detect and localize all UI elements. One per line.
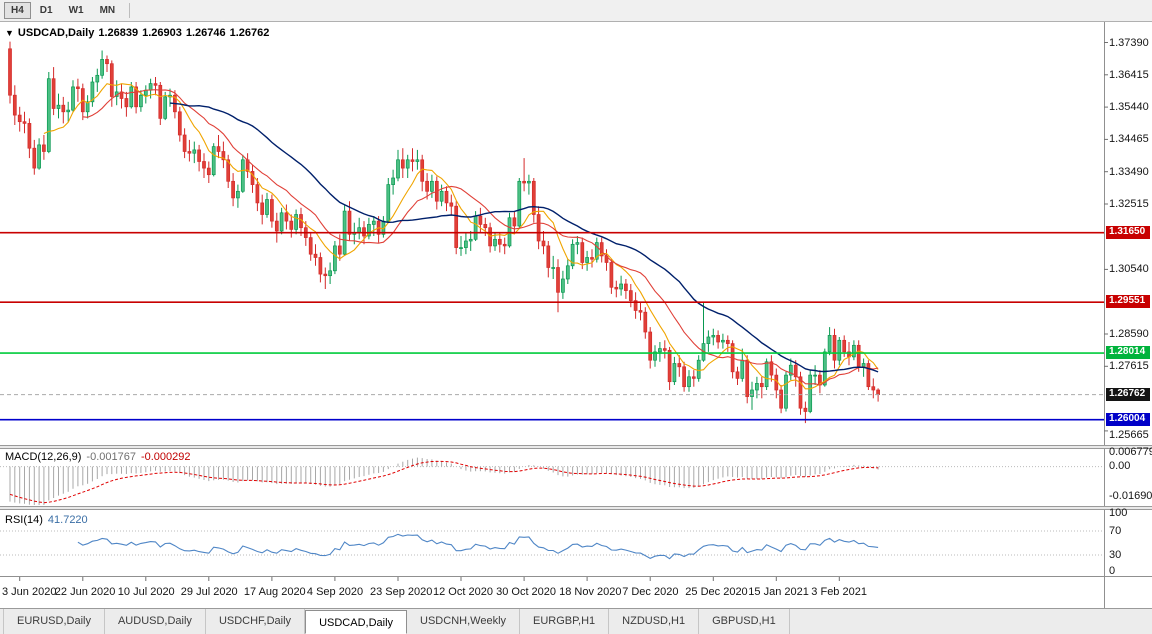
tab-eurusd-daily[interactable]: EURUSD,Daily <box>3 609 105 634</box>
tab-nzdusd-h1[interactable]: NZDUSD,H1 <box>609 609 700 634</box>
macd-value-main: -0.001767 <box>86 451 136 463</box>
price-tick-label: 1.25665 <box>1109 428 1149 441</box>
symbol-tabbar: EURUSD,Daily AUDUSD,Daily USDCHF,Daily USDC… <box>0 608 1152 634</box>
price-line-badge[interactable]: 1.28014 <box>1106 346 1150 360</box>
price-tick-label: 1.27615 <box>1109 360 1149 373</box>
date-tick-label: 3 Jun 2020 <box>2 586 57 598</box>
date-tick-label: 23 Sep 2020 <box>370 586 433 598</box>
rsi-axis-label: 100 <box>1109 507 1128 519</box>
rsi-axis-label: 0 <box>1109 565 1116 577</box>
rsi-value: 41.7220 <box>47 514 88 526</box>
date-tick-label: 18 Nov 2020 <box>559 586 622 598</box>
chart-area: ▼ USDCAD,Daily 1.26839 1.26903 1.26746 1.2676… <box>0 22 1152 608</box>
macd-signal-line <box>9 460 879 504</box>
timeframe-button-d1[interactable]: D1 <box>33 2 60 19</box>
chart-open-value: 1.26839 <box>98 27 139 39</box>
tab-gbpusd-h1[interactable]: GBPUSD,H1 <box>699 609 790 634</box>
chart-symbol-period: USDCAD,Daily <box>17 27 95 39</box>
price-tick-label: 1.32515 <box>1109 198 1149 210</box>
chart-canvas[interactable] <box>0 22 1152 608</box>
price-tick-label: 1.30540 <box>1109 263 1149 276</box>
timeframe-button-w1[interactable]: W1 <box>62 2 91 19</box>
tab-audusd-daily[interactable]: AUDUSD,Daily <box>105 609 206 634</box>
symbol-dropdown-icon[interactable]: ▼ <box>5 28 14 38</box>
rsi-axis-label: 70 <box>1109 525 1122 537</box>
toolbar-divider <box>129 3 131 18</box>
rsi-axis-label: 30 <box>1109 549 1122 561</box>
price-line-badge[interactable]: 1.31650 <box>1106 225 1150 239</box>
date-tick-label: 3 Feb 2021 <box>811 586 867 598</box>
timeframe-button-h4[interactable]: H4 <box>4 2 31 19</box>
rsi-line <box>77 533 879 560</box>
macd-indicator-label: MACD(12,26,9) -0.001767 -0.000292 <box>5 451 191 463</box>
date-tick-label: 4 Sep 2020 <box>306 586 364 598</box>
price-tick-label: 1.34465 <box>1109 133 1149 146</box>
macd-axis-label: -0.016907 <box>1109 490 1152 502</box>
price-tick-label: 1.36415 <box>1109 68 1149 81</box>
tab-usdchf-daily[interactable]: USDCHF,Daily <box>206 609 306 634</box>
date-tick-label: 22 Jun 2020 <box>54 586 116 598</box>
timeframe-button-mn[interactable]: MN <box>93 2 123 19</box>
rsi-name: RSI(14) <box>5 514 43 526</box>
price-tick-label: 1.28590 <box>1109 328 1149 340</box>
price-tick-label: 1.35440 <box>1109 101 1149 114</box>
date-tick-label: 17 Aug 2020 <box>243 586 306 598</box>
macd-name: MACD(12,26,9) <box>5 451 82 463</box>
date-tick-label: 29 Jul 2020 <box>180 586 238 598</box>
ma-line-16 <box>82 89 879 386</box>
chart-high-value: 1.26903 <box>142 27 182 39</box>
macd-axis-label: 0.00 <box>1109 460 1131 472</box>
tab-usdcad-daily[interactable]: USDCAD,Daily <box>305 610 408 634</box>
pane-splitter[interactable] <box>0 445 1152 449</box>
timeframe-toolbar: H4 D1 W1 MN <box>0 0 1152 22</box>
current-price-badge: 1.26762 <box>1106 387 1150 401</box>
ma-line-8 <box>43 83 879 390</box>
tab-eurgbp-h1[interactable]: EURGBP,H1 <box>520 609 610 634</box>
price-tick-label: 1.37390 <box>1109 36 1149 49</box>
macd-axis-label: 0.006779 <box>1109 446 1152 458</box>
chart-close-value: 1.26762 <box>229 27 270 39</box>
pane-splitter[interactable] <box>0 506 1152 510</box>
chart-low-value: 1.26746 <box>185 27 226 39</box>
price-line-badge[interactable]: 1.26004 <box>1106 412 1150 426</box>
date-tick-label: 30 Oct 2020 <box>496 586 557 598</box>
date-tick-label: 7 Dec 2020 <box>622 586 679 598</box>
tab-usdcnh-weekly[interactable]: USDCNH,Weekly <box>407 609 521 634</box>
price-tick-label: 1.33490 <box>1109 165 1149 178</box>
date-tick-label: 10 Jul 2020 <box>117 586 175 598</box>
chart-title: ▼ USDCAD,Daily 1.26839 1.26903 1.26746 1.2676… <box>5 27 273 39</box>
macd-value-signal: -0.000292 <box>140 451 191 463</box>
date-tick-label: 12 Oct 2020 <box>433 586 493 598</box>
date-tick-label: 15 Jan 2021 <box>748 586 809 598</box>
date-tick-label: 25 Dec 2020 <box>685 586 748 598</box>
ma-line-34 <box>169 102 879 373</box>
price-line-badge[interactable]: 1.29551 <box>1106 295 1150 309</box>
rsi-indicator-label: RSI(14) 41.7220 <box>5 514 88 526</box>
